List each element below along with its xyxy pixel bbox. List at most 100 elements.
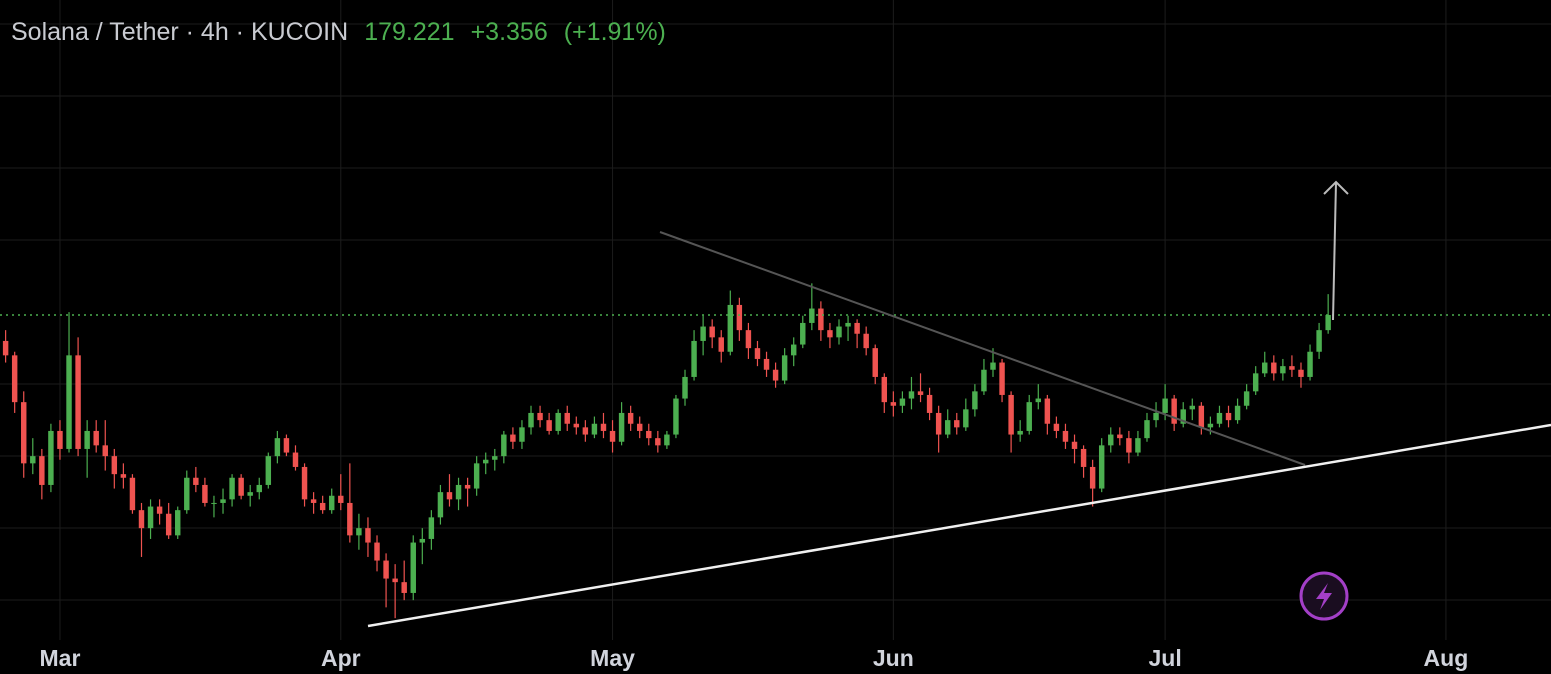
candle-body <box>618 412 625 442</box>
candle-body <box>754 348 761 359</box>
candle-body <box>410 542 416 593</box>
candle-body <box>147 506 154 529</box>
candle-body <box>2 340 9 356</box>
candle-body <box>202 484 208 503</box>
candle-body <box>374 542 380 561</box>
candle-body <box>93 430 99 446</box>
candle-body <box>66 355 72 449</box>
candle-body <box>428 517 435 539</box>
lightning-icon[interactable] <box>1316 583 1332 610</box>
candle-body <box>935 412 942 435</box>
candle-body <box>1062 430 1069 442</box>
candle-body <box>727 304 734 352</box>
candle-body <box>564 412 570 424</box>
candle-body <box>1053 423 1060 431</box>
candle-body <box>655 438 661 446</box>
candle-body <box>347 502 353 536</box>
candle-body <box>229 477 235 500</box>
candle-body <box>999 362 1005 395</box>
candle-body <box>57 430 63 449</box>
candle-body <box>138 510 145 529</box>
candle-body <box>383 560 389 579</box>
candle-body <box>944 420 951 435</box>
candle-body <box>881 376 888 403</box>
candle-body <box>510 434 516 442</box>
candle-body <box>854 322 860 334</box>
candle-body <box>926 394 933 413</box>
candle-body <box>781 355 788 381</box>
candle-body <box>292 452 299 467</box>
candle-body <box>310 499 317 503</box>
resistance-line <box>659 231 1306 466</box>
candle-body <box>908 391 915 399</box>
candle-body <box>265 456 272 485</box>
lightning-button[interactable] <box>1299 571 1349 621</box>
candle-body <box>519 427 525 442</box>
candle-body <box>48 430 54 485</box>
candle-body <box>401 582 407 593</box>
candle-body <box>238 477 244 496</box>
x-tick-label: Aug <box>1424 645 1469 671</box>
candle-body <box>1198 405 1205 428</box>
candle-body <box>1216 412 1223 424</box>
x-tick-label: Apr <box>321 645 361 671</box>
candle-body <box>718 337 724 352</box>
candle-body <box>211 502 217 504</box>
candle-body <box>483 459 489 464</box>
candle-body <box>673 398 679 435</box>
candle-body <box>419 538 426 543</box>
candle-body <box>700 326 706 341</box>
candle-body <box>863 333 869 349</box>
candle-body <box>1262 362 1268 374</box>
candle-body <box>1307 351 1313 377</box>
candle-body <box>1234 405 1241 421</box>
candle-body <box>1325 315 1331 331</box>
candle-body <box>1207 423 1214 428</box>
price-change: +3.356 <box>470 18 548 46</box>
candle-body <box>772 369 779 381</box>
candle-body <box>274 438 281 457</box>
candle-body <box>501 434 507 457</box>
candle-body <box>899 398 906 406</box>
candle-body <box>555 412 561 431</box>
candle-body <box>827 330 833 338</box>
candle-body <box>1071 441 1078 449</box>
candle-body <box>691 340 697 377</box>
candle-body <box>392 578 398 583</box>
candle-body <box>283 438 290 453</box>
candle-body <box>21 402 27 464</box>
candle-body <box>709 326 715 338</box>
candle-body <box>664 434 670 446</box>
candle-body <box>437 492 444 518</box>
arrow-shaft <box>1332 181 1337 321</box>
candle-body <box>129 477 136 511</box>
candle-body <box>736 304 743 331</box>
candle-body <box>39 456 45 485</box>
candle-body <box>573 423 580 428</box>
candle-body <box>365 528 371 543</box>
candle-body <box>301 466 308 500</box>
candle-body <box>1162 398 1168 413</box>
candle-body <box>1126 438 1132 453</box>
x-tick-label: Mar <box>40 645 81 671</box>
x-tick-label: Jul <box>1148 645 1181 671</box>
candle-body <box>1252 373 1259 392</box>
candle-body <box>1316 330 1322 352</box>
candles <box>2 283 1331 619</box>
candle-body <box>809 308 815 323</box>
support-line <box>367 423 1551 628</box>
candle-body <box>156 506 163 514</box>
candle-body <box>600 423 607 431</box>
candle-body <box>1171 398 1177 424</box>
x-tick-label: Jun <box>873 645 914 671</box>
candle-body <box>102 445 108 457</box>
candle-body <box>646 430 652 439</box>
candle-body <box>990 362 996 370</box>
header: Solana / Tether · 4h · KUCOIN 179.221 +3… <box>11 18 666 47</box>
candle-body <box>917 391 924 395</box>
candle-body <box>1017 430 1023 435</box>
candle-body <box>319 502 326 511</box>
candle-body <box>455 484 462 500</box>
candle-body <box>981 369 987 392</box>
